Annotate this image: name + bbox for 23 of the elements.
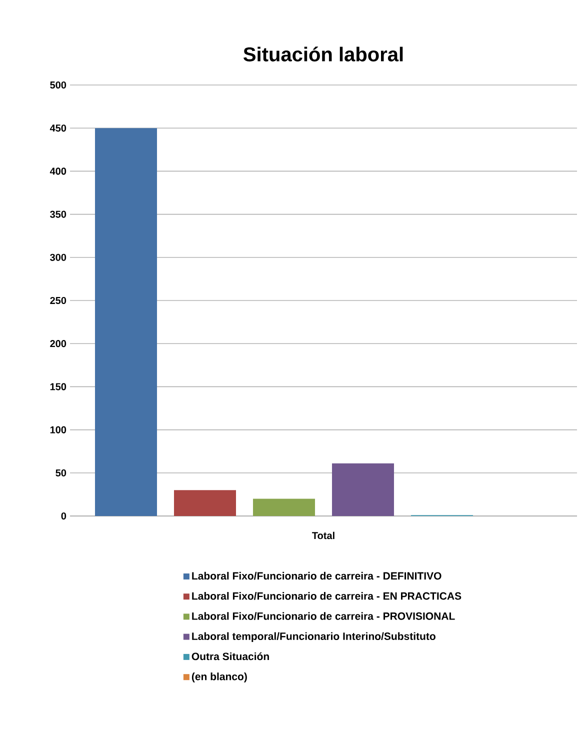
legend-label: Laboral Fixo/Funcionario de carreira - EN PRACTICAS <box>192 592 462 600</box>
legend-label: Laboral Fixo/Funcionario de carreira - PROVISIONAL <box>192 612 455 620</box>
legend-label: Laboral Fixo/Funcionario de carreira - DEFINITIVO <box>192 572 442 580</box>
y-tick-label: 50 <box>56 469 66 476</box>
bar <box>253 498 315 516</box>
legend-label: (en blanco) <box>192 672 247 682</box>
legend-label: Outra Situación <box>192 652 269 660</box>
y-tick-label: 500 <box>50 81 66 89</box>
chart-title: Situación laboral <box>244 46 403 62</box>
y-tick-label: 450 <box>50 124 66 132</box>
legend-label: Laboral temporal/Funcionario Interino/Substituto <box>192 632 436 642</box>
y-tick-label: 250 <box>50 296 66 304</box>
y-tick-label: 400 <box>50 168 66 175</box>
y-tick-label: 150 <box>50 383 66 390</box>
bar <box>332 463 394 516</box>
x-tick-label: Total <box>312 532 334 540</box>
bar <box>174 490 236 516</box>
y-tick-label: 350 <box>50 210 66 218</box>
y-tick-label: 100 <box>50 426 66 434</box>
bar <box>95 128 157 516</box>
y-tick-label: 0 <box>61 512 66 520</box>
y-tick-label: 300 <box>50 254 66 261</box>
y-tick-label: 200 <box>50 340 66 348</box>
